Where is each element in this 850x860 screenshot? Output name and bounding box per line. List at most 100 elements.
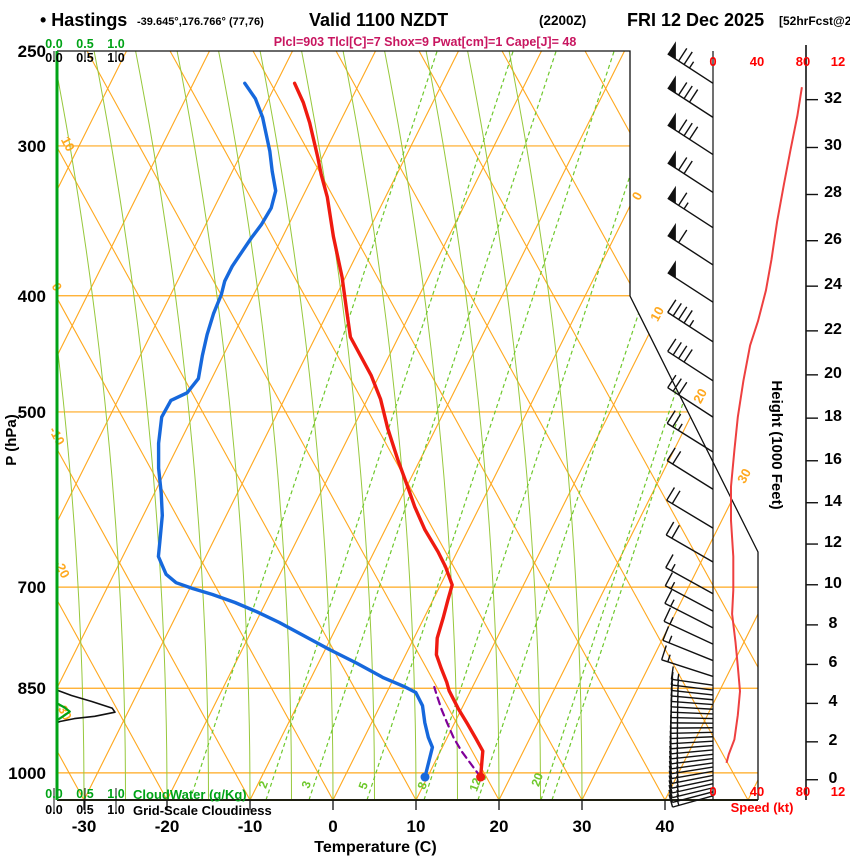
height-tick-label: 10 [824,574,842,592]
speed-scale-bottom: 40 [749,784,765,799]
moist-adiabat-line [57,51,85,800]
wind-barb [667,197,714,229]
mixing-ratio-label: 5 [356,780,372,791]
wind-barb-feather [668,784,673,798]
wind-barb-half [670,563,676,572]
wind-barb-feather [668,789,674,803]
wind-barb-feather [663,607,672,622]
speed-scale-top: 40 [749,54,765,69]
pressure-tick-label: 500 [17,402,46,422]
cloudiness-scale-top: 0.5 [76,51,94,65]
wind-barb-feather [666,410,676,424]
wind-barb-feather [668,770,673,784]
pressure-tick-label: 250 [17,42,46,61]
wind-barb-feather [671,490,681,505]
wind-barb [667,350,714,382]
speed-axis-title: Speed (kt) [730,800,794,815]
isotherm-line [498,51,758,800]
height-tick-label: 30 [824,137,842,155]
pressure-axis-title: P (hPa) [3,414,20,465]
cloudwater-scale-top: 0.5 [76,37,94,51]
temperature-curve [292,81,485,779]
temp-tick-label: 10 [406,817,426,836]
cloudwater-title: CloudWater (g/Kg) [133,787,247,802]
mixing-ratio-line [477,51,726,800]
pressure-tick-label: 850 [17,679,46,699]
mixing-ratio-label: 2 [256,779,272,790]
height-tick-label: 26 [824,230,842,248]
wind-barb-half [677,679,680,686]
wind-barb [662,639,714,662]
wind-barb [671,757,714,765]
wind-barb-half [676,794,680,801]
wind-barb-feather [668,775,673,789]
wind-barb [672,791,714,804]
height-tick-label: 4 [828,693,838,711]
dry-adiabat-line [57,51,168,800]
isotherm-label: 10 [647,304,667,324]
plot-border [57,50,759,800]
isotherm-line [664,51,758,800]
dry-adiabat-line [418,51,758,800]
wind-speed-profile [725,87,803,764]
isotherm-line [57,51,293,800]
surface-temp-dot [476,772,486,782]
x-axis-title: Temperature (C) [314,839,437,856]
mixing-ratio-line [551,51,758,800]
mixing-ratio-label: 8 [415,780,431,791]
station-coords: -39.645°,176.766° (77,76) [137,16,264,28]
grid-layer: 2 3 5 8 12 20 [57,51,758,800]
height-tick-label: 8 [828,614,838,632]
wind-barb-flag [667,41,676,60]
dry-adiabat-label: -20 [51,557,73,581]
height-tick-label: 20 [824,364,842,382]
wind-barb [666,460,714,490]
cloudwater-scale-top: 0.0 [45,37,63,51]
wind-barb-feather [678,48,688,62]
isotherm-line [57,51,376,800]
wind-barb-feather [688,126,699,140]
wind-barb-flag [667,150,676,169]
cloudiness-scale-bottom: 0.5 [76,803,94,817]
cloud-fraction-profile [56,689,116,724]
wind-barb-feather [672,302,682,317]
cloudwater-scale-bottom: 0.5 [76,787,94,801]
wind-barb [671,762,714,770]
forecast-run: [52hrFcst@2215z] [779,14,850,28]
wind-barb-feather [668,760,673,774]
dry-adiabat-line [57,51,334,800]
wind-barb-half [676,766,679,773]
moist-adiabat-line [259,51,334,800]
wind-barb-feather [678,345,688,359]
wind-barb [667,311,714,343]
pressure-tick-label: 700 [17,578,46,598]
wind-barb-feather [672,450,682,465]
height-tick-label: 18 [824,408,842,426]
height-tick-label: 2 [828,731,838,749]
isotherm-label: 30 [734,466,754,486]
cloudiness-scale-top: 1.0 [107,51,125,65]
wind-barb-half [676,785,680,792]
valid-date: FRI 12 Dec 2025 [627,10,765,30]
height-tick-label: 16 [824,450,842,468]
mixing-ratio-line [423,51,672,800]
mixing-ratio-label: 20 [528,771,546,789]
wind-barb [667,162,714,193]
temp-tick-label: 30 [572,817,592,836]
temp-tick-label: 20 [489,817,509,836]
wind-barb-half [669,616,674,625]
wind-barb-half [668,635,673,644]
wind-barb-feather [668,780,673,794]
wind-barb [667,87,714,118]
wind-barb-flag [667,260,676,279]
wind-barb-half [676,798,680,806]
isotherm-line [57,51,210,800]
isotherm-line [166,51,542,800]
wind-barb-feather [665,554,674,568]
wind-barb-flag [667,75,676,94]
wind-barb-feather [667,338,677,352]
speed-scale-top: 80 [795,54,811,69]
wind-barb-feather [668,755,673,769]
mixing-ratio-label: 3 [299,779,315,790]
mixing-ratio-line [308,51,557,800]
